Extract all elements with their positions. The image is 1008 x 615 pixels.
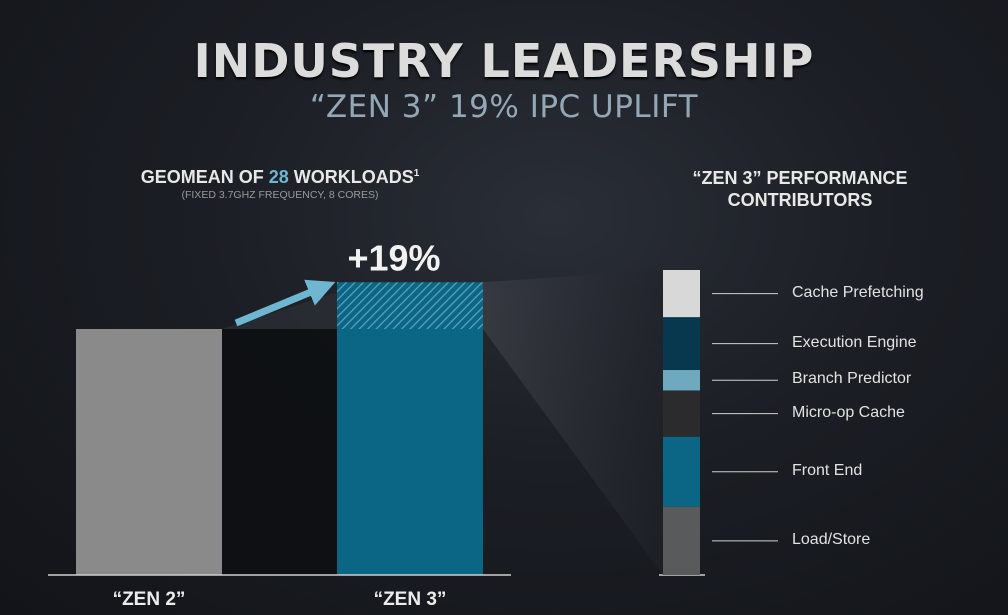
contributor-label-3: Micro-op Cache xyxy=(792,403,905,421)
chart-header-prefix: GEOMEAN OF xyxy=(140,167,269,187)
chart-header: GEOMEAN OF 28 WORKLOADS1 xyxy=(70,167,490,188)
contributor-label-4: Front End xyxy=(792,461,863,479)
contributor-label-1: Execution Engine xyxy=(792,333,917,351)
category-label-zen2: “ZEN 2” xyxy=(112,589,186,610)
bar-zen3-uplift xyxy=(337,282,483,329)
uplift-arrow xyxy=(234,279,336,327)
contributor-label-2: Branch Predictor xyxy=(792,370,912,388)
bar-zen2 xyxy=(76,329,222,575)
contributor-segment-2 xyxy=(663,370,700,391)
contributor-label-5: Load/Store xyxy=(792,530,871,548)
chart-note: (FIXED 3.7GHZ FREQUENCY, 8 CORES) xyxy=(181,189,379,201)
contributor-segment-4 xyxy=(663,436,700,507)
uplift-expansion xyxy=(483,270,663,575)
contributor-segment-1 xyxy=(663,317,700,371)
contributors-title-line2: CONTRIBUTORS xyxy=(727,190,873,210)
category-label-zen3: “ZEN 3” xyxy=(373,589,447,610)
page-title: INDUSTRY LEADERSHIP xyxy=(193,34,815,88)
contributors-title-line1: “ZEN 3” PERFORMANCE xyxy=(692,168,908,188)
chart-header-suffix: WORKLOADS xyxy=(288,167,414,187)
uplift-label: +19% xyxy=(347,237,440,278)
bar-zen3 xyxy=(337,329,483,575)
contributor-segment-0 xyxy=(663,270,700,318)
bar-shadow xyxy=(222,329,337,575)
footnote-mark: 1 xyxy=(413,168,420,179)
contributors-title: “ZEN 3” PERFORMANCE CONTRIBUTORS xyxy=(660,167,940,211)
contributor-segment-5 xyxy=(663,506,700,575)
contributor-segment-3 xyxy=(663,390,700,437)
page-subtitle: “ZEN 3” 19% IPC UPLIFT xyxy=(309,89,699,125)
workload-count: 28 xyxy=(268,167,289,187)
contributor-label-0: Cache Prefetching xyxy=(792,283,924,301)
